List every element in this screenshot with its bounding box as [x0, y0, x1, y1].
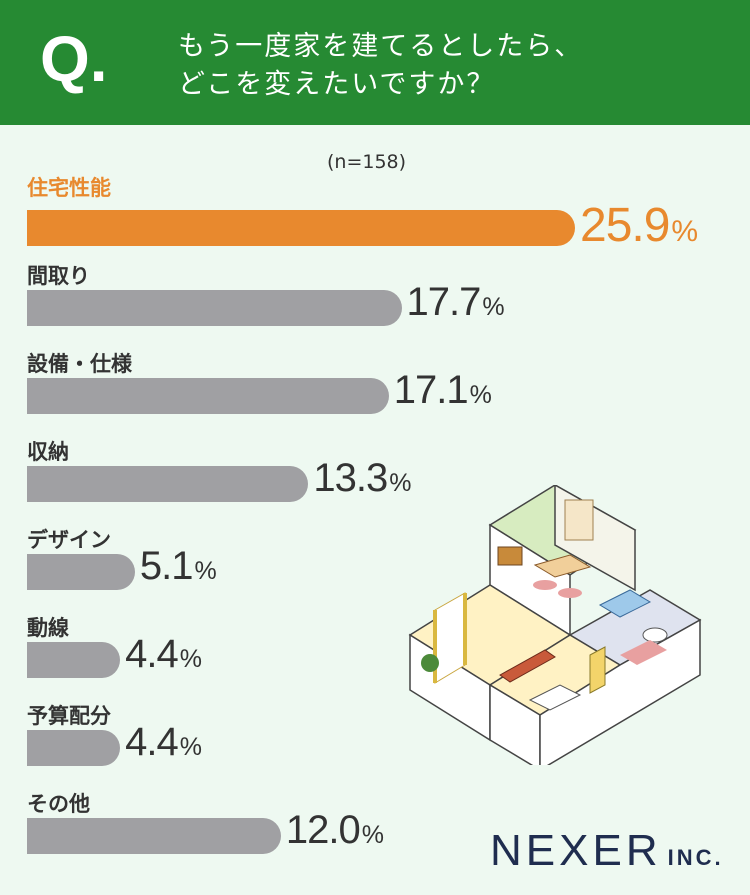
value-number: 25.9: [580, 199, 670, 252]
value-unit: %: [389, 469, 412, 497]
value-unit: %: [179, 733, 202, 761]
category-label: 収納: [27, 440, 69, 464]
value-unit: %: [194, 557, 217, 585]
value-label: 25.9%: [580, 198, 698, 253]
value-label: 13.3%: [313, 456, 411, 501]
value-number: 4.4: [125, 720, 179, 764]
value-number: 4.4: [125, 632, 179, 676]
house-illustration: [408, 485, 702, 765]
logo-sub-text: INC.: [667, 845, 724, 870]
logo-main-text: NEXER: [490, 826, 662, 875]
value-unit: %: [179, 645, 202, 673]
value-label: 17.7%: [407, 280, 505, 325]
sample-size: (n=158): [327, 151, 407, 173]
question-header: Q. もう一度家を建てるとしたら、 どこを変えたいですか？: [0, 0, 750, 125]
bar: [27, 466, 309, 502]
value-unit: %: [361, 821, 384, 849]
value-unit: %: [469, 381, 492, 409]
bar: [27, 290, 402, 326]
value-number: 17.1: [393, 368, 469, 412]
bar: [27, 210, 575, 246]
category-label: 動線: [27, 616, 69, 640]
value-label: 4.4%: [125, 720, 202, 765]
question-mark: Q.: [40, 23, 108, 95]
bar: [27, 554, 135, 590]
bar: [27, 818, 281, 854]
category-label: デザイン: [27, 528, 111, 552]
value-label: 4.4%: [125, 632, 202, 677]
category-label: 間取り: [27, 264, 90, 288]
value-label: 5.1%: [140, 544, 217, 589]
bar: [27, 378, 389, 414]
value-unit: %: [671, 215, 699, 248]
category-label: 設備・仕様: [27, 352, 132, 376]
question-line-2: どこを変えたいですか？: [178, 69, 496, 100]
value-label: 17.1%: [394, 368, 492, 413]
value-number: 5.1: [139, 544, 194, 588]
bar: [27, 730, 121, 766]
value-unit: %: [482, 293, 505, 321]
nexer-logo: NEXER INC.: [490, 826, 724, 876]
question-line-1: もう一度家を建てるとしたら、: [178, 31, 584, 62]
value-label: 12.0%: [286, 808, 384, 853]
category-label: 予算配分: [27, 704, 111, 728]
category-label: その他: [27, 792, 90, 816]
value-number: 13.3: [313, 456, 388, 500]
bar: [27, 642, 121, 678]
value-number: 17.7: [406, 280, 482, 324]
question-text: もう一度家を建てるとしたら、 どこを変えたいですか？: [178, 28, 583, 104]
value-number: 12.0: [285, 808, 361, 852]
category-label: 住宅性能: [27, 176, 111, 200]
